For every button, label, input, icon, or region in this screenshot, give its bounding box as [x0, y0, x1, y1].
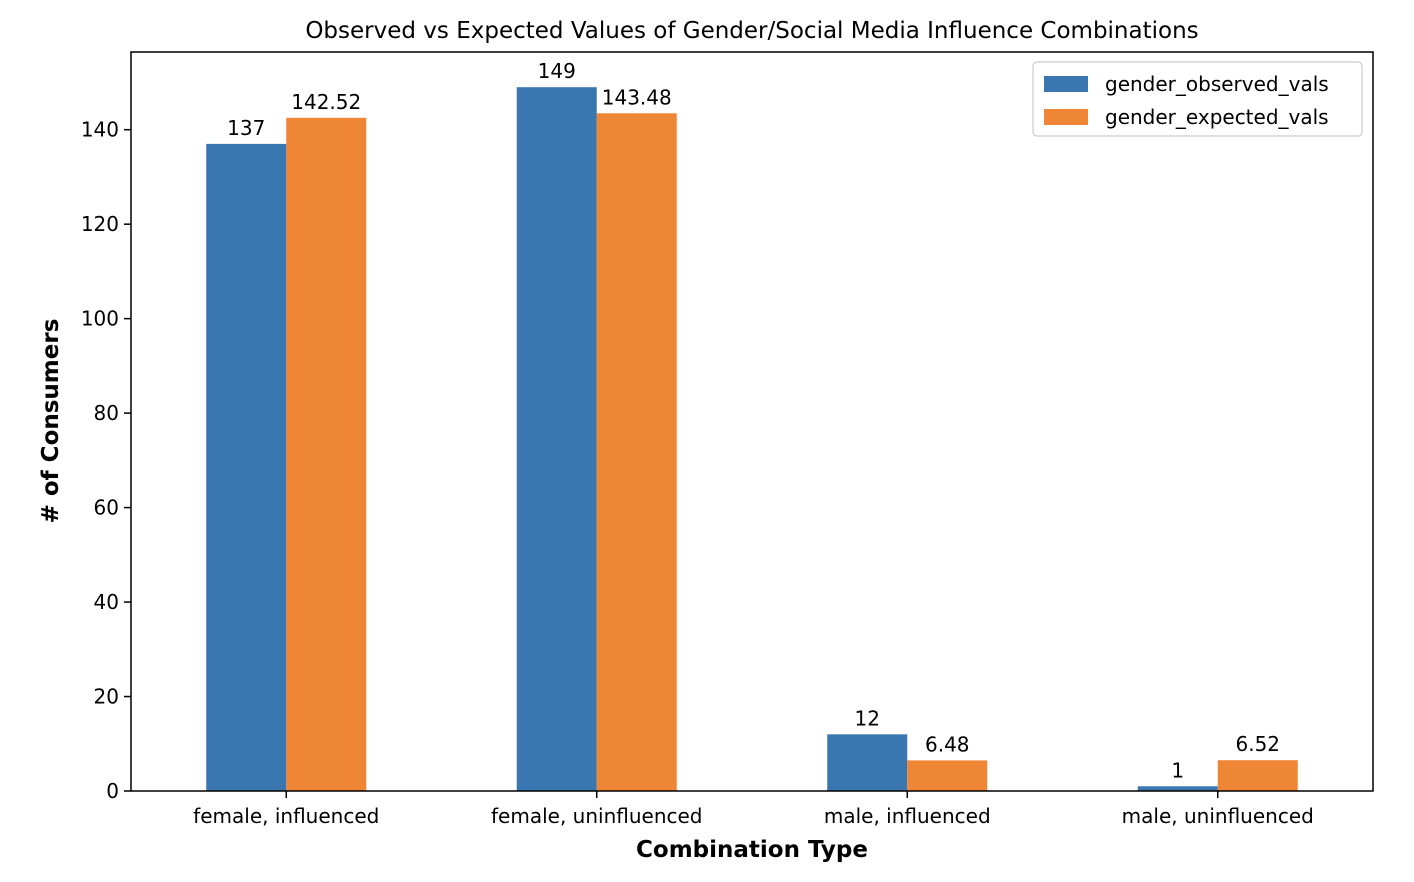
y-tick-label: 100 — [81, 307, 119, 331]
x-tick-label: male, uninfluenced — [1122, 804, 1314, 828]
y-tick-label: 120 — [81, 212, 119, 236]
y-tick-label: 140 — [81, 118, 119, 142]
y-tick-label: 40 — [94, 590, 119, 614]
data-label-gender_observed_vals-0: 137 — [227, 116, 265, 140]
legend-box — [1032, 61, 1363, 137]
y-tick-label: 20 — [94, 685, 119, 709]
y-axis-label: # of Consumers — [38, 319, 64, 524]
chart-title: Observed vs Expected Values of Gender/So… — [305, 18, 1198, 44]
y-tick-label: 80 — [94, 401, 119, 425]
bar-gender_observed_vals-3 — [1137, 786, 1218, 791]
data-label-gender_observed_vals-1: 149 — [538, 59, 576, 83]
data-label-gender_expected_vals-0: 142.52 — [291, 90, 361, 114]
bar-gender_expected_vals-3 — [1217, 760, 1298, 791]
x-tick-label: female, uninfluenced — [491, 804, 703, 828]
data-label-gender_expected_vals-1: 143.48 — [602, 85, 672, 109]
bar-gender_expected_vals-2 — [907, 760, 988, 791]
legend: gender_observed_vals gender_expected_vals — [1032, 61, 1363, 137]
data-label-gender_expected_vals-3: 6.52 — [1235, 732, 1280, 756]
x-tick-label: male, influenced — [824, 804, 991, 828]
x-axis-label: Combination Type — [636, 837, 868, 863]
plot-frame — [130, 51, 1374, 792]
y-tick-label: 60 — [94, 496, 119, 520]
bar-gender_expected_vals-0 — [286, 117, 367, 792]
data-label-gender_expected_vals-2: 6.48 — [925, 732, 970, 756]
legend-label-gender_expected_vals: gender_expected_vals — [1105, 105, 1329, 129]
legend-swatch-gender_expected_vals — [1044, 109, 1088, 125]
bar-gender_observed_vals-2 — [827, 734, 908, 791]
x-tick-label: female, influenced — [193, 804, 379, 828]
data-label-gender_observed_vals-2: 12 — [855, 706, 880, 730]
bar-gender_expected_vals-1 — [596, 113, 677, 791]
legend-swatch-gender_observed_vals — [1044, 76, 1088, 92]
bar-gender_observed_vals-0 — [206, 143, 287, 792]
bar-gender_observed_vals-1 — [516, 87, 597, 791]
data-label-gender_observed_vals-3: 1 — [1171, 758, 1184, 782]
y-tick-label: 0 — [106, 779, 119, 803]
legend-label-gender_observed_vals: gender_observed_vals — [1105, 72, 1329, 96]
